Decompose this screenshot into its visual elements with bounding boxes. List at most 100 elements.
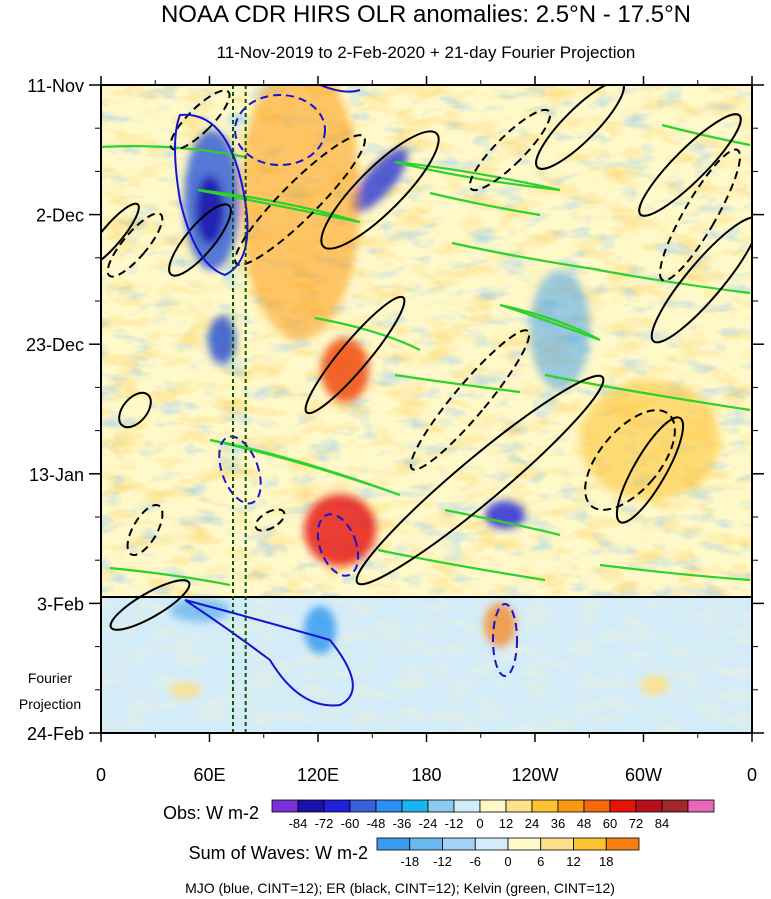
colorbar-swatch — [474, 837, 509, 851]
neg-anomaly-dec — [208, 316, 236, 364]
colorbar-swatch — [409, 837, 443, 851]
y-tick-label: 11-Nov — [27, 76, 84, 96]
colorbar-swatch — [557, 799, 585, 813]
er-contour — [355, 374, 605, 586]
colorbar-swatch — [323, 799, 351, 813]
colorbar-swatch — [661, 799, 689, 813]
er-contour-negative — [254, 508, 286, 532]
kelvin-contour — [599, 563, 751, 582]
colorbar-tick-label: -12 — [445, 816, 464, 831]
proj-neg-a — [304, 606, 336, 654]
er-contour — [118, 391, 152, 429]
kelvin-contour — [101, 145, 246, 159]
x-tick-label: 0 — [96, 765, 106, 785]
colorbar-swatch — [401, 799, 429, 813]
er-dashed-contours — [106, 89, 741, 556]
colorbar-swatch — [531, 799, 559, 813]
colorbar-tick-label: 12 — [499, 816, 513, 831]
colorbar-swatch — [687, 799, 715, 813]
neg-anomaly-east — [485, 501, 525, 529]
projection-label-line2: Projection — [19, 696, 81, 712]
x-tick-label: 120W — [511, 765, 558, 785]
y-tick-label: 3-Feb — [37, 594, 84, 614]
pos-anomaly-jan — [304, 494, 376, 566]
colorbar-swatch — [479, 799, 507, 813]
colorbar-tick-label: 0 — [504, 854, 511, 869]
kelvin-contour — [394, 160, 561, 192]
y-tick-label: 23-Dec — [26, 335, 84, 355]
colorbar-swatch — [453, 799, 481, 813]
colorbar-tick-label: -48 — [367, 816, 386, 831]
er-contours — [101, 85, 752, 631]
mjo-contour — [319, 85, 361, 93]
colorbar-tick-label: 60 — [603, 816, 617, 831]
neg-anomaly-westpac — [352, 148, 408, 212]
kelvin-contour — [314, 316, 421, 351]
proj-pos-b — [169, 682, 201, 698]
colorbar-swatch — [583, 799, 611, 813]
x-tick-label: 60E — [193, 765, 225, 785]
contour-legend: MJO (blue, CINT=12); ER (black, CINT=12)… — [185, 880, 615, 896]
er-contour — [109, 579, 191, 631]
colorbar-tick-label: 24 — [525, 816, 539, 831]
er-contour-negative — [169, 89, 231, 151]
obs-colorbar-label: Obs: W m-2 — [163, 803, 259, 823]
er-contour-negative — [468, 108, 552, 192]
kelvin-contour — [499, 303, 601, 342]
chart-title: NOAA CDR HIRS OLR anomalies: 2.5°N - 17.… — [161, 1, 691, 28]
colorbar-tick-label: 84 — [655, 816, 669, 831]
y-tick-label: 13-Jan — [29, 465, 84, 485]
mjo-contour-negative — [316, 513, 360, 577]
colorbar-tick-label: -72 — [315, 816, 334, 831]
colorbar-tick-label: 18 — [599, 854, 613, 869]
x-tick-label: 0 — [747, 765, 757, 785]
colorbar-tick-label: -6 — [469, 854, 481, 869]
mjo-contour — [174, 113, 249, 277]
kelvin-contour — [377, 548, 546, 582]
er-contour — [304, 295, 406, 415]
er-contour-negative — [234, 134, 366, 266]
er-contour — [320, 130, 440, 250]
colorbar-swatch — [375, 799, 403, 813]
colorbar-swatch — [635, 799, 663, 813]
colorbar-tick-label: 6 — [537, 854, 544, 869]
colorbar-swatch — [442, 837, 476, 851]
colorbar-swatch — [605, 837, 640, 851]
colorbar-swatch — [540, 837, 574, 851]
er-contour — [615, 416, 685, 524]
er-contour-negative — [584, 409, 676, 511]
kelvin-contour — [451, 241, 601, 272]
colorbar-swatch — [505, 799, 533, 813]
er-contour-negative — [409, 329, 531, 471]
kelvin-contour — [429, 191, 541, 217]
plot-area — [101, 85, 752, 733]
waves-colorbar: -18 -12 -6 0 6 12 18 — [376, 837, 640, 869]
reference-lines — [232, 85, 247, 733]
colorbar-tick-label: 72 — [629, 816, 643, 831]
mjo-contour-negative — [492, 603, 518, 677]
x-tick-label: 120E — [297, 765, 339, 785]
er-contour-negative — [659, 148, 741, 282]
kelvin-contour — [109, 566, 231, 587]
proj-pos-a — [484, 603, 516, 647]
kelvin-contours — [101, 123, 751, 587]
colorbar-swatch — [609, 799, 637, 813]
x-tick-label: 60W — [625, 765, 662, 785]
colorbar-tick-label: -24 — [419, 816, 438, 831]
y-tick-label: 2-Dec — [36, 206, 84, 226]
colorbar-tick-label: 0 — [476, 816, 483, 831]
colorbar-tick-label: -36 — [393, 816, 412, 831]
projection-anomalies — [169, 598, 669, 698]
colorbar-tick-label: -84 — [289, 816, 308, 831]
waves-colorbar-label: Sum of Waves: W m-2 — [189, 843, 368, 863]
er-contour-negative — [106, 212, 164, 278]
colorbar-swatch — [297, 799, 325, 813]
er-contour-negative — [126, 504, 164, 556]
kelvin-contour — [544, 373, 751, 412]
colorbar-swatch — [376, 837, 411, 851]
obs-colorbar: -84 -72 -60 -48 -36 -24 -12 0 12 24 36 48 60 72 84 — [271, 799, 715, 831]
colorbar-tick-label: -18 — [400, 854, 419, 869]
colorbar-swatch — [507, 837, 542, 851]
kelvin-contour — [444, 508, 561, 537]
